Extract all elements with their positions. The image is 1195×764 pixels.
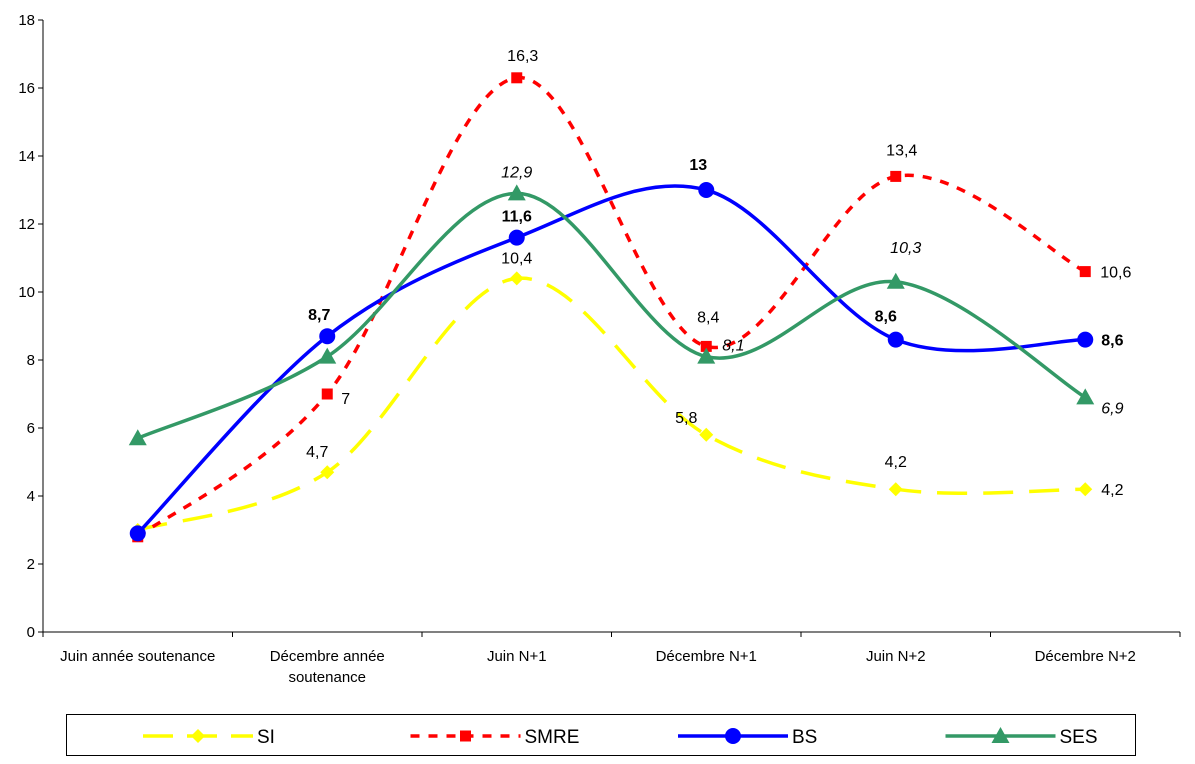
marker-ses <box>507 184 526 201</box>
x-tick-label-line: Juin N+2 <box>866 648 926 665</box>
x-tick-label: Décembre N+2 <box>1035 648 1136 665</box>
y-tick-label: 16 <box>18 80 35 97</box>
y-tick-label: 10 <box>18 284 35 301</box>
x-tick-label: Juin N+2 <box>866 648 926 665</box>
marker-ses <box>128 429 147 446</box>
marker-bs <box>887 331 904 348</box>
data-labels: 4,7 10,4 5,8 4,2 4,2 7 16,3 8,4 13,4 10,6 8,7 11,6 1… <box>306 48 1131 499</box>
data-label-bs: 13 <box>689 157 707 174</box>
data-label-si: 4,2 <box>885 454 907 471</box>
axes: 0 2 4 6 8 10 12 14 16 18 Juin année soutenance Déce… <box>18 12 1181 686</box>
marker-si <box>509 271 524 286</box>
data-label-smre: 13,4 <box>886 142 917 159</box>
marker-ses <box>697 347 716 364</box>
data-label-ses: 8,1 <box>722 338 744 355</box>
data-label-si: 4,2 <box>1101 482 1123 499</box>
marker-si <box>699 427 714 442</box>
x-tick-label-line: Juin N+1 <box>487 648 547 665</box>
x-tick-label: Décembre N+1 <box>656 648 757 665</box>
data-label-ses: 12,9 <box>501 164 532 181</box>
series-lines <box>136 76 1087 539</box>
data-label-si: 4,7 <box>306 444 328 461</box>
marker-ses <box>1076 388 1095 405</box>
data-label-bs: 11,6 <box>502 209 532 226</box>
data-label-si: 5,8 <box>675 410 697 427</box>
x-tick-label: Décembre année soutenance <box>270 648 385 686</box>
y-tick-label: 2 <box>27 556 35 573</box>
marker-si <box>320 465 335 480</box>
x-tick-label-line: Décembre N+2 <box>1035 648 1136 665</box>
marker-ses <box>886 272 905 289</box>
x-tick-label-line: soutenance <box>288 669 366 686</box>
marker-smre <box>511 72 523 84</box>
x-tick-label-line: Juin année soutenance <box>60 648 215 665</box>
data-label-smre: 8,4 <box>697 309 719 326</box>
series-line-smre <box>136 76 1087 539</box>
marker-bs <box>698 182 715 198</box>
marker-bs <box>129 525 146 542</box>
data-label-si: 10,4 <box>501 250 532 267</box>
y-tick-label: 4 <box>27 488 35 505</box>
data-label-bs: 8,6 <box>1101 333 1123 350</box>
x-tick-label: Juin année soutenance <box>60 648 215 665</box>
x-tick-label: Juin N+1 <box>487 648 547 665</box>
y-tick-label: 6 <box>27 420 35 437</box>
marker-smre <box>1079 266 1091 278</box>
legend-label-ses: SES <box>1060 727 1098 748</box>
series-line-si <box>137 276 1086 532</box>
data-label-ses: 6,9 <box>1101 400 1123 417</box>
y-tick-label: 12 <box>18 216 35 233</box>
y-tick-label: 18 <box>18 12 35 29</box>
data-label-smre: 10,6 <box>1100 265 1131 282</box>
y-tick-label: 0 <box>27 624 35 641</box>
data-label-ses: 10,3 <box>890 240 921 257</box>
series-markers <box>128 72 1095 543</box>
y-tick-label: 8 <box>27 352 35 369</box>
data-label-bs: 8,7 <box>308 307 330 324</box>
legend-label-bs: BS <box>792 727 817 748</box>
marker-bs <box>319 328 336 345</box>
series-line-ses <box>137 191 1087 440</box>
marker-si <box>888 482 903 497</box>
marker-si <box>1078 482 1093 497</box>
marker-ses <box>318 347 337 364</box>
legend-marker-smre <box>460 730 471 742</box>
legend-marker-ses <box>991 727 1010 743</box>
marker-smre <box>700 340 712 352</box>
legend-marker-bs <box>725 728 741 744</box>
data-label-bs: 8,6 <box>875 309 897 326</box>
marker-smre <box>321 388 333 400</box>
x-tick-label-line: Décembre année <box>270 648 385 665</box>
legend-label-si: SI <box>257 727 275 748</box>
data-label-smre: 16,3 <box>507 48 538 65</box>
marker-smre <box>890 170 902 182</box>
y-tick-label: 14 <box>18 148 35 165</box>
marker-bs <box>1077 331 1094 348</box>
marker-bs <box>508 229 525 246</box>
legend: SI SMRE BS SES <box>66 714 1136 756</box>
line-chart: 0 2 4 6 8 10 12 14 16 18 Juin année soutenance Déce… <box>18 12 1181 686</box>
series-line-bs <box>136 184 1086 535</box>
legend-label-smre: SMRE <box>525 727 580 748</box>
legend-marker-si <box>191 729 205 743</box>
data-label-smre: 7 <box>341 391 350 408</box>
x-tick-label-line: Décembre N+1 <box>656 648 757 665</box>
